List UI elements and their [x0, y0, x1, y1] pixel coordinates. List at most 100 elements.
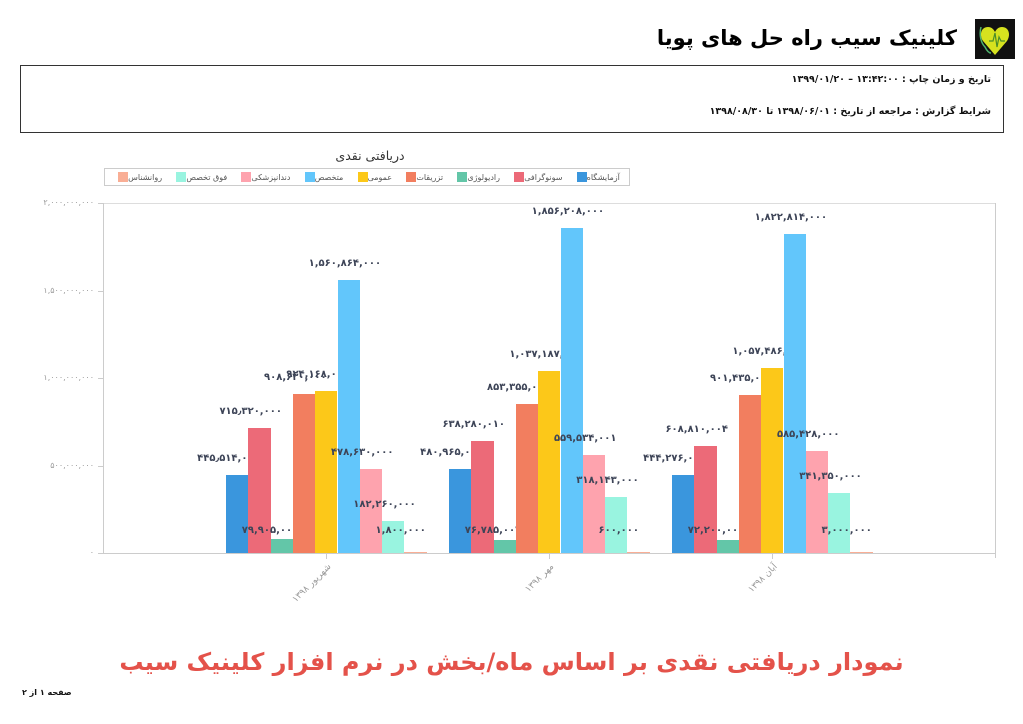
chart-legend: آزمایشگاه سونوگرافی رادیولوژی تزریقات عم… [104, 168, 630, 186]
value-label: ۳۴۱,۳۵۰,۰۰۰ [799, 471, 862, 483]
bar[interactable] [805, 450, 829, 553]
bar[interactable] [627, 552, 650, 553]
value-label: ۱۸۲,۲۶۰,۰۰۰ [353, 499, 416, 511]
value-label: ۵۸۵,۴۲۸,۰۰۰ [776, 428, 840, 440]
y-tick-mark [98, 553, 104, 554]
bar[interactable] [560, 228, 583, 553]
bar[interactable] [783, 234, 806, 553]
heart-stethoscope-logo-icon [975, 19, 1015, 59]
plot-top-border [103, 203, 996, 204]
value-label: ۹۲۴,۱۶۸,۰۰۰ [286, 369, 349, 381]
bar[interactable] [226, 475, 249, 553]
page-number: صفحه ۱ از ۲ [22, 688, 72, 697]
y-tick-label: ۰ [89, 548, 94, 557]
bar[interactable] [716, 540, 739, 553]
value-label: ۳,۰۰۰,۰۰۰ [821, 525, 872, 536]
bar[interactable] [493, 539, 516, 553]
legend-label: تزریقات [416, 172, 444, 182]
legend-swatch [457, 172, 468, 182]
y-tick-label: ۱,۵۰۰,۰۰۰,۰۰۰ [43, 286, 94, 295]
bar[interactable] [359, 469, 383, 553]
report-info-box: تاریخ و زمان چاپ : ۱۳:۴۲:۰۰ – ۱۳۹۹/۰۱/۲۰… [20, 65, 1004, 133]
chart-title: دریافتی نقدی [335, 148, 405, 163]
x-tick-label: شهریور ۱۳۹۸ [290, 562, 334, 605]
y-tick-mark [98, 203, 104, 204]
x-tick-label: مهر ۱۳۹۸ [523, 562, 557, 595]
legend-swatch [357, 172, 368, 182]
legend-label: عمومی [367, 172, 393, 182]
caption: نمودار دریافتی نقدی بر اساس ماه/بخش در ن… [119, 648, 904, 676]
value-label: ۹۰۸,۶۳۰,۰۰۰ [264, 371, 327, 383]
legend-item[interactable]: عمومی [354, 172, 392, 182]
value-label: ۸۵۳,۳۵۵,۰۰۰ [487, 381, 550, 393]
legend-item[interactable]: رادیولوژی [453, 172, 500, 182]
x-tick-mark [772, 553, 774, 559]
value-label: ۱,۸۲۲,۸۱۴,۰۰۰ [754, 212, 828, 223]
legend-swatch [176, 172, 187, 182]
bar[interactable] [761, 367, 784, 553]
legend-swatch [241, 172, 252, 182]
value-label: ۷۹,۹۰۵,۰۰۰ [241, 525, 299, 536]
bar[interactable] [471, 441, 494, 553]
value-label: ۳۱۸,۱۴۳,۰۰۰ [576, 475, 639, 487]
bar[interactable] [337, 279, 360, 553]
y-tick-mark [98, 291, 104, 292]
bar[interactable] [515, 403, 539, 553]
bar[interactable] [248, 427, 271, 553]
legend-item[interactable]: دندانپزشکی [237, 172, 290, 182]
bar[interactable] [270, 539, 293, 553]
legend-item[interactable]: آزمایشگاه [573, 172, 620, 182]
bar[interactable] [850, 552, 873, 553]
bar[interactable] [292, 393, 316, 553]
print-datetime: تاریخ و زمان چاپ : ۱۳:۴۲:۰۰ – ۱۳۹۹/۰۱/۲۰ [791, 74, 991, 85]
legend-swatch [304, 172, 315, 182]
value-label: ۱,۰۳۷,۱۸۷,۰۰۰ [509, 349, 582, 361]
legend-item[interactable]: سونوگرافی [510, 172, 562, 182]
legend-swatch [406, 172, 417, 182]
bar[interactable] [582, 455, 606, 553]
legend-item[interactable]: فوق تخصص [172, 172, 227, 182]
value-label: ۴۷۸,۶۳۰,۰۰۰ [330, 447, 394, 459]
value-label: ۴۴۴,۲۷۶,۰۰۱ [643, 453, 706, 465]
bar[interactable] [382, 521, 405, 553]
value-label: ۷۶,۷۸۵,۰۰۴ [464, 525, 522, 536]
legend-item[interactable]: متخصص [301, 172, 344, 182]
y-tick-label: ۱,۰۰۰,۰۰۰,۰۰۰ [43, 373, 94, 382]
bar[interactable] [538, 371, 561, 553]
value-label: ۶۰۰,۰۰۰ [598, 525, 639, 536]
y-tick-label: ۲,۰۰۰,۰۰۰,۰۰۰ [43, 198, 94, 207]
y-tick-mark [98, 378, 104, 379]
legend-label: دندانپزشکی [251, 172, 291, 182]
legend-label: فوق تخصص [186, 172, 228, 182]
bar[interactable] [449, 468, 472, 553]
x-tick-mark [326, 553, 328, 559]
legend-label: سونوگرافی [524, 172, 563, 182]
bar[interactable] [672, 475, 695, 553]
legend-swatch [576, 172, 587, 182]
legend-item[interactable]: تزریقات [402, 172, 443, 182]
bar[interactable] [404, 552, 427, 553]
legend-label: آزمایشگاه [586, 172, 620, 182]
value-label: ۱,۸۰۰,۰۰۰ [375, 525, 426, 536]
plot-right-border [995, 203, 996, 558]
bar[interactable] [694, 446, 717, 553]
value-label: ۱,۸۵۶,۲۰۸,۰۰۰ [531, 206, 605, 218]
bar[interactable] [605, 497, 628, 553]
legend-item[interactable]: روانشناس [114, 172, 162, 182]
value-label: ۷۲,۲۰۰,۰۰۱ [687, 525, 745, 536]
value-label: ۶۳۸,۲۸۰,۰۱۰ [442, 419, 505, 431]
y-tick-mark [98, 466, 104, 467]
value-label: ۴۸۰,۹۶۵,۰۰۰ [420, 446, 483, 458]
y-tick-label: ۵۰۰,۰۰۰,۰۰۰ [50, 461, 94, 470]
legend-swatch [514, 172, 525, 182]
value-label: ۴۴۵٫۵۱۴,۰۰۰ [197, 453, 260, 465]
bar[interactable] [828, 493, 851, 553]
bar[interactable] [738, 395, 762, 553]
bar[interactable] [315, 391, 338, 553]
legend-label: روانشناس [128, 172, 163, 182]
value-label: ۷۱۵٫۳۲۰,۰۰۰ [219, 405, 282, 417]
value-label: ۱,۰۵۷,۴۸۶,۰۰۰ [732, 345, 805, 357]
x-tick-mark [549, 553, 551, 559]
legend-label: متخصص [314, 172, 344, 182]
value-label: ۵۵۹,۵۳۴,۰۰۱ [553, 433, 617, 445]
